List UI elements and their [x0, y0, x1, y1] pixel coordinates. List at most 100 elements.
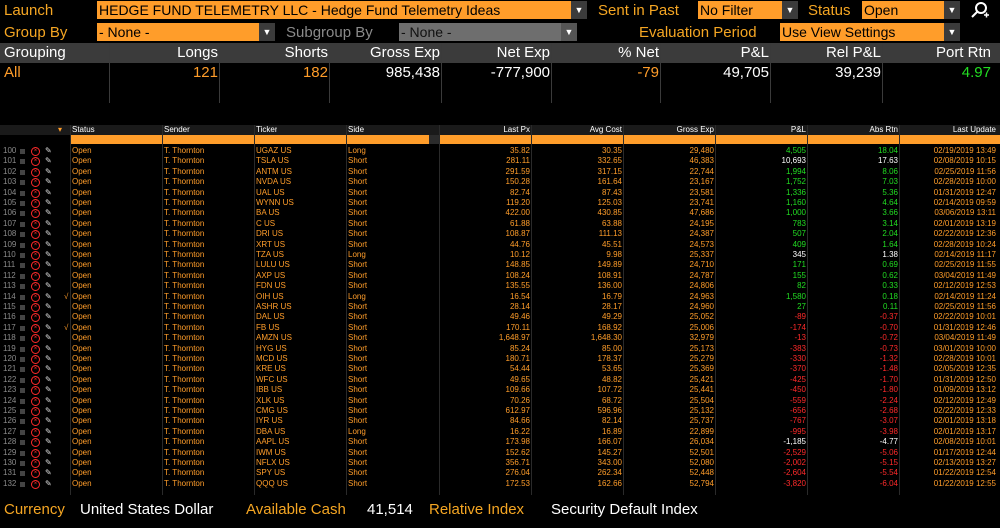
row-select-box[interactable]	[20, 232, 25, 238]
close-idea-icon[interactable]: ×	[31, 323, 40, 333]
filter-gross-exp[interactable]	[624, 135, 715, 144]
edit-pencil-icon[interactable]: ✎	[45, 322, 52, 332]
close-idea-icon[interactable]: ×	[31, 240, 40, 250]
table-row[interactable]: 118 × ✎ Open T. Thornton AMZN US Short 1,648.97…	[0, 333, 1000, 344]
close-idea-icon[interactable]: ×	[31, 479, 40, 489]
close-idea-icon[interactable]: ×	[31, 365, 40, 375]
edit-pencil-icon[interactable]: ✎	[45, 447, 52, 457]
edit-pencil-icon[interactable]: ✎	[45, 333, 52, 343]
table-row[interactable]: 129 × ✎ Open T. Thornton IWM US Short 152.62 145…	[0, 448, 1000, 458]
edit-pencil-icon[interactable]: ✎	[45, 281, 52, 291]
edit-pencil-icon[interactable]: ✎	[45, 177, 52, 187]
close-idea-icon[interactable]: ×	[31, 375, 40, 385]
col-pnl[interactable]: P&L	[790, 125, 806, 134]
filter-last-px[interactable]	[440, 135, 531, 144]
close-idea-icon[interactable]: ×	[31, 271, 40, 281]
currency-value[interactable]: United States Dollar	[80, 501, 214, 518]
row-select-box[interactable]	[20, 315, 25, 321]
close-idea-icon[interactable]: ×	[31, 251, 40, 260]
edit-pencil-icon[interactable]: ✎	[45, 343, 52, 353]
table-row[interactable]: 102 × ✎ Open T. Thornton ANTM US Short 291.59 31…	[0, 167, 1000, 177]
table-row[interactable]: 131 × ✎ Open T. Thornton SPY US Short 276.04 262…	[0, 468, 1000, 479]
edit-pencil-icon[interactable]: ✎	[45, 239, 52, 249]
table-row[interactable]: 116 × ✎ Open T. Thornton DAL US Short 49.46 49.2…	[0, 312, 1000, 323]
table-row[interactable]: 124 × ✎ Open T. Thornton XLK US Short 70.26 68.7…	[0, 396, 1000, 406]
row-select-box[interactable]	[20, 388, 25, 394]
edit-pencil-icon[interactable]: ✎	[45, 312, 52, 322]
row-select-box[interactable]	[20, 284, 25, 290]
row-select-box[interactable]	[20, 325, 25, 331]
status-dropdown-arrow-icon[interactable]: ▼	[944, 1, 960, 19]
close-idea-icon[interactable]: ×	[31, 230, 40, 240]
table-row[interactable]: 132 × ✎ Open T. Thornton QQQ US Short 172.53 162…	[0, 479, 1000, 489]
table-row[interactable]: 103 × ✎ Open T. Thornton NVDA US Short 150.28 16…	[0, 177, 1000, 188]
edit-pencil-icon[interactable]: ✎	[45, 187, 52, 197]
table-row[interactable]: 108 × ✎ Open T. Thornton DRI US Short 108.87 111…	[0, 229, 1000, 240]
table-row[interactable]: 117 × ✎ √ Open T. Thornton FB US Short 170.11 168…	[0, 323, 1000, 333]
close-idea-icon[interactable]: ×	[31, 417, 40, 427]
row-select-box[interactable]	[20, 419, 25, 425]
filter-abs-rtn[interactable]	[808, 135, 899, 144]
filter-pnl[interactable]	[716, 135, 807, 144]
filter-avg-cost[interactable]	[532, 135, 623, 144]
row-select-box[interactable]	[20, 159, 25, 165]
table-row[interactable]: 109 × ✎ Open T. Thornton XRT US Short 44.76 45.5…	[0, 240, 1000, 250]
row-select-box[interactable]	[20, 201, 25, 206]
group-by-dropdown[interactable]: - None -	[97, 23, 259, 41]
close-idea-icon[interactable]: ×	[31, 199, 40, 208]
edit-pencil-icon[interactable]: ✎	[45, 156, 52, 166]
col-side[interactable]: Side	[348, 125, 365, 134]
table-row[interactable]: 111 × ✎ Open T. Thornton LULU US Short 148.85 14…	[0, 260, 1000, 271]
edit-pencil-icon[interactable]: ✎	[45, 250, 52, 259]
close-idea-icon[interactable]: ×	[31, 147, 40, 156]
row-select-box[interactable]	[20, 429, 25, 435]
table-row[interactable]: 126 × ✎ Open T. Thornton IYR US Short 84.66 82.1…	[0, 416, 1000, 427]
filter-status[interactable]	[71, 135, 162, 144]
row-select-box[interactable]	[20, 346, 25, 352]
filter-side[interactable]	[347, 135, 429, 144]
filter-sender[interactable]	[163, 135, 254, 144]
close-idea-icon[interactable]: ×	[31, 344, 40, 354]
close-idea-icon[interactable]: ×	[31, 407, 40, 416]
close-idea-icon[interactable]: ×	[31, 188, 40, 198]
edit-pencil-icon[interactable]: ✎	[45, 208, 52, 218]
edit-pencil-icon[interactable]: ✎	[45, 302, 52, 311]
row-select-box[interactable]	[20, 398, 25, 404]
row-select-box[interactable]	[20, 211, 25, 217]
table-row[interactable]: 100 × ✎ Open T. Thornton UGAZ US Long 35.82 30.3…	[0, 146, 1000, 156]
table-row[interactable]: 101 × ✎ Open T. Thornton TSLA US Short 281.11 33…	[0, 156, 1000, 167]
edit-pencil-icon[interactable]: ✎	[45, 395, 52, 405]
edit-pencil-icon[interactable]: ✎	[45, 270, 52, 280]
row-select-box[interactable]	[20, 367, 25, 373]
row-select-box[interactable]	[20, 481, 25, 487]
table-row[interactable]: 123 × ✎ Open T. Thornton IBB US Short 109.66 107…	[0, 385, 1000, 396]
row-select-box[interactable]	[20, 305, 25, 310]
table-row[interactable]: 113 × ✎ Open T. Thornton FDN US Short 135.55 136…	[0, 281, 1000, 292]
filter-ticker[interactable]	[255, 135, 346, 144]
col-sender[interactable]: Sender	[164, 125, 190, 134]
row-select-box[interactable]	[20, 190, 25, 196]
edit-pencil-icon[interactable]: ✎	[45, 478, 52, 488]
row-select-box[interactable]	[20, 450, 25, 456]
summary-grouping-all[interactable]: All	[4, 64, 21, 81]
close-idea-icon[interactable]: ×	[31, 386, 40, 396]
close-idea-icon[interactable]: ×	[31, 459, 40, 468]
edit-pencil-icon[interactable]: ✎	[45, 468, 52, 478]
close-idea-icon[interactable]: ×	[31, 292, 40, 302]
launch-dropdown[interactable]: HEDGE FUND TELEMETRY LLC - Hedge Fund Te…	[97, 1, 571, 19]
sent-in-past-dropdown[interactable]: No Filter	[698, 1, 782, 19]
eval-dropdown-arrow-icon[interactable]: ▼	[944, 23, 960, 41]
close-idea-icon[interactable]: ×	[31, 167, 40, 177]
row-select-box[interactable]	[20, 273, 25, 279]
row-select-box[interactable]	[20, 377, 25, 383]
edit-pencil-icon[interactable]: ✎	[45, 426, 52, 436]
row-select-box[interactable]	[20, 471, 25, 477]
table-row[interactable]: 122 × ✎ Open T. Thornton WFC US Short 49.65 48.8…	[0, 375, 1000, 385]
close-idea-icon[interactable]: ×	[31, 209, 40, 219]
table-row[interactable]: 130 × ✎ Open T. Thornton NFLX US Short 356.71 34…	[0, 458, 1000, 468]
row-select-box[interactable]	[20, 357, 25, 362]
table-row[interactable]: 107 × ✎ Open T. Thornton C US Short 61.88 63.88 2…	[0, 219, 1000, 229]
col-last-update[interactable]: Last Update	[952, 125, 996, 134]
row-select-box[interactable]	[20, 263, 25, 269]
filter-last-update[interactable]	[900, 135, 1000, 144]
